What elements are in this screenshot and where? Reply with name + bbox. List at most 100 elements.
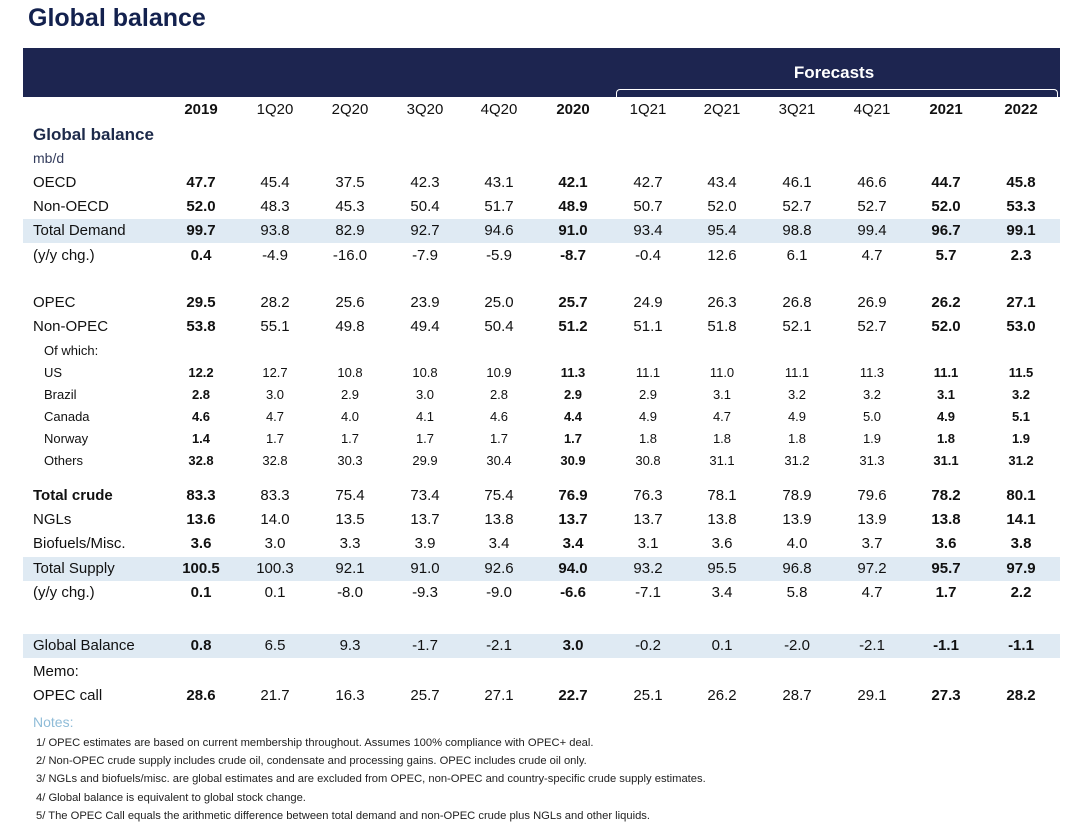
note-3: 3/ NGLs and biofuels/misc. are global es…	[36, 773, 706, 785]
table-cell: 31.3	[859, 453, 885, 468]
table-cell: 80.1	[1006, 487, 1036, 504]
header-row: 2019 1Q20 2Q20 3Q20 4Q20 2020 1Q21 2Q21 3Q21 4Q21…	[23, 98, 1060, 122]
table-cell: 25.0	[484, 294, 514, 311]
table-cell: 3.0	[265, 387, 285, 402]
table-cell: 30.9	[560, 453, 586, 468]
forecasts-bracket	[616, 89, 1058, 100]
table-cell: 4.1	[415, 409, 435, 424]
note-4: 4/ Global balance is equivalent to globa…	[36, 792, 306, 804]
table-cell: 26.2	[707, 687, 737, 704]
row-label: Total Supply	[33, 560, 115, 577]
table-cell: 25.1	[633, 687, 663, 704]
table-cell: -0.2	[635, 637, 661, 654]
row-label: OPEC	[33, 294, 76, 311]
table-cell: -0.4	[635, 247, 661, 264]
table-cell: 1.7	[265, 431, 285, 446]
table-cell: 52.0	[931, 318, 961, 335]
table-cell: 93.4	[633, 222, 663, 239]
table-cell: 1.8	[638, 431, 658, 446]
table-cell: 99.4	[857, 222, 887, 239]
row-oecd: OECD 47.7 45.4 37.5 42.3 43.1 42.1 42.7 43.4 46.1…	[23, 171, 1060, 195]
table-cell: -2.0	[784, 637, 810, 654]
table-cell: 52.0	[186, 198, 216, 215]
table-cell: 5.0	[862, 409, 882, 424]
table-cell: 42.7	[633, 174, 663, 191]
table-cell: 53.0	[1006, 318, 1036, 335]
table-cell: 94.6	[484, 222, 514, 239]
row-non-oecd: Non-OECD 52.0 48.3 45.3 50.4 51.7 48.9 50.7 52.0…	[23, 195, 1060, 219]
table-cell: 4.7	[265, 409, 285, 424]
table-cell: 48.3	[260, 198, 290, 215]
table-cell: 52.7	[857, 198, 887, 215]
table-cell: 29.5	[186, 294, 216, 311]
table-cell: 11.1	[933, 365, 959, 380]
table-cell: 4.6	[489, 409, 509, 424]
table-cell: 43.4	[707, 174, 737, 191]
table-cell: 4.7	[861, 584, 883, 601]
table-cell: -7.9	[412, 247, 438, 264]
table-cell: 73.4	[410, 487, 440, 504]
table-cell: 32.8	[188, 453, 214, 468]
table-cell: 0.1	[190, 584, 212, 601]
row-label: Non-OECD	[33, 198, 109, 215]
table-cell: 55.1	[260, 318, 290, 335]
table-cell: 22.7	[558, 687, 588, 704]
table-cell: 0.1	[711, 637, 733, 654]
table-cell: 92.1	[335, 560, 365, 577]
table-cell: -4.9	[262, 247, 288, 264]
row-label: NGLs	[33, 511, 72, 528]
table-cell: 92.7	[410, 222, 440, 239]
table-cell: 96.7	[931, 222, 961, 239]
header-banner	[23, 48, 1060, 97]
table-cell: 52.1	[782, 318, 812, 335]
table-cell: 11.5	[1008, 365, 1034, 380]
table-cell: 25.7	[558, 294, 588, 311]
column-header: 1Q21	[629, 101, 667, 118]
table-cell: -2.1	[486, 637, 512, 654]
table-cell: 25.6	[335, 294, 365, 311]
table-cell: 42.3	[410, 174, 440, 191]
table-cell: 26.2	[931, 294, 961, 311]
table-cell: 78.9	[782, 487, 812, 504]
table-cell: 16.3	[335, 687, 365, 704]
table-cell: 92.6	[484, 560, 514, 577]
table-cell: 91.0	[558, 222, 588, 239]
row-label: OECD	[33, 174, 77, 191]
table-cell: 31.1	[709, 453, 735, 468]
table-cell: 48.9	[558, 198, 588, 215]
row-global-balance: Global Balance 0.8 6.5 9.3 -1.7 -2.1 3.0 -0.2 0.…	[23, 634, 1060, 658]
column-header: 2Q21	[703, 101, 741, 118]
table-cell: 78.1	[707, 487, 737, 504]
column-header: 2020	[556, 101, 590, 118]
table-cell: 28.2	[1006, 687, 1036, 704]
table-cell: 50.4	[410, 198, 440, 215]
table-cell: 25.7	[410, 687, 440, 704]
table-cell: 11.1	[784, 365, 810, 380]
table-cell: 1.7	[935, 584, 957, 601]
table-cell: 1.8	[936, 431, 956, 446]
table-cell: 93.8	[260, 222, 290, 239]
column-header: 3Q20	[406, 101, 444, 118]
note-1: 1/ OPEC estimates are based on current m…	[36, 737, 594, 749]
table-cell: 14.1	[1006, 511, 1036, 528]
table-cell: 0.4	[190, 247, 212, 264]
table-cell: 53.3	[1006, 198, 1036, 215]
table-cell: 94.0	[558, 560, 588, 577]
column-header: 2Q20	[331, 101, 369, 118]
note-2: 2/ Non-OPEC crude supply includes crude …	[36, 755, 587, 767]
table-cell: 45.4	[260, 174, 290, 191]
table-cell: 99.1	[1006, 222, 1036, 239]
row-label: Biofuels/Misc.	[33, 535, 126, 552]
table-cell: 3.2	[787, 387, 807, 402]
table-cell: 95.4	[707, 222, 737, 239]
table-cell: 5.7	[935, 247, 957, 264]
table-cell: 1.7	[563, 431, 583, 446]
table-cell: -5.9	[486, 247, 512, 264]
table-cell: 4.0	[340, 409, 360, 424]
table-cell: 99.7	[186, 222, 216, 239]
row-label: Global Balance	[33, 637, 135, 654]
row-total-supply: Total Supply 100.5 100.3 92.1 91.0 92.6 94.0 93…	[23, 557, 1060, 581]
table-cell: 2.8	[191, 387, 211, 402]
table-cell: 32.8	[262, 453, 288, 468]
column-header: 3Q21	[778, 101, 816, 118]
